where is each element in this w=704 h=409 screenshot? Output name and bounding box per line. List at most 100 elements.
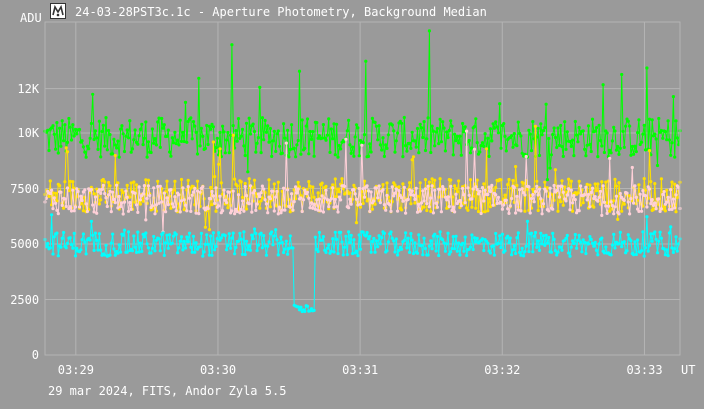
- telescope-app-icon[interactable]: [50, 3, 66, 19]
- data-point: [252, 129, 257, 134]
- data-point: [401, 182, 405, 186]
- data-point: [388, 199, 392, 203]
- data-point: [441, 120, 445, 124]
- data-point: [602, 251, 607, 255]
- data-point: [347, 118, 351, 122]
- data-point: [247, 116, 251, 120]
- data-point: [126, 136, 131, 140]
- data-point: [671, 197, 676, 201]
- data-point: [128, 200, 132, 205]
- data-point: [641, 230, 645, 234]
- data-point: [382, 154, 386, 158]
- data-point: [111, 152, 115, 156]
- data-point: [537, 248, 542, 252]
- data-point: [176, 251, 180, 255]
- data-point: [559, 200, 563, 204]
- data-point: [463, 201, 467, 205]
- data-point: [291, 246, 295, 250]
- data-point: [637, 209, 641, 213]
- data-point: [421, 253, 425, 257]
- data-point: [547, 235, 551, 240]
- y-tick-label: 0: [31, 348, 40, 362]
- data-point: [210, 189, 214, 194]
- data-point: [449, 250, 453, 254]
- data-point: [275, 132, 279, 136]
- data-point: [325, 133, 329, 137]
- data-point: [358, 205, 363, 209]
- data-point: [430, 247, 434, 251]
- data-point: [565, 233, 569, 238]
- data-point: [520, 187, 524, 191]
- data-point: [480, 237, 485, 241]
- data-point: [377, 234, 381, 238]
- data-point: [352, 154, 356, 158]
- data-point: [495, 125, 499, 129]
- data-point: [92, 210, 96, 214]
- data-point: [229, 246, 233, 250]
- data-point: [215, 237, 219, 241]
- data-point: [641, 132, 645, 136]
- data-point: [223, 151, 227, 155]
- data-point: [393, 150, 397, 154]
- data-point: [560, 184, 564, 188]
- data-point: [199, 231, 203, 235]
- data-point: [321, 210, 325, 214]
- data-point: [233, 177, 237, 181]
- data-point: [496, 241, 500, 246]
- data-point: [666, 195, 670, 199]
- data-point: [283, 247, 287, 251]
- data-point: [133, 245, 137, 249]
- data-point: [528, 211, 532, 215]
- data-point: [564, 236, 568, 240]
- data-point: [348, 191, 352, 195]
- data-point: [500, 232, 504, 236]
- data-point: [250, 233, 254, 237]
- data-point: [555, 253, 559, 257]
- data-point: [632, 152, 636, 156]
- data-point: [162, 123, 166, 127]
- data-point: [272, 234, 276, 238]
- data-point: [641, 189, 645, 193]
- data-point: [296, 187, 300, 191]
- data-point: [80, 198, 84, 203]
- data-point: [441, 185, 445, 189]
- data-point: [242, 230, 246, 234]
- data-point: [305, 304, 310, 308]
- data-point: [590, 241, 595, 245]
- data-point: [360, 143, 364, 147]
- data-point: [229, 133, 233, 137]
- data-point: [235, 209, 239, 214]
- data-point: [81, 145, 85, 149]
- data-point: [235, 139, 239, 143]
- data-point: [378, 143, 382, 147]
- data-point: [433, 232, 437, 236]
- data-point: [217, 162, 221, 166]
- data-point: [474, 206, 478, 210]
- data-point: [540, 133, 544, 137]
- data-point: [73, 254, 78, 258]
- data-point: [536, 208, 540, 213]
- data-point: [671, 250, 676, 254]
- data-point: [336, 210, 340, 214]
- data-point: [335, 122, 339, 126]
- data-point: [411, 193, 416, 197]
- data-point: [274, 195, 278, 199]
- data-point: [230, 209, 234, 213]
- data-point: [291, 208, 295, 212]
- data-point: [610, 203, 615, 208]
- data-point: [144, 231, 148, 235]
- data-point: [576, 140, 580, 144]
- y-tick-label: 7500: [10, 181, 40, 196]
- data-point: [343, 245, 347, 249]
- data-point: [510, 196, 514, 201]
- data-point: [130, 147, 135, 151]
- data-point: [551, 132, 555, 137]
- data-point: [600, 180, 604, 184]
- data-point: [495, 201, 499, 206]
- data-point: [442, 241, 446, 245]
- data-point: [157, 237, 161, 241]
- data-point: [382, 203, 386, 207]
- data-point: [418, 209, 422, 213]
- data-point: [99, 191, 103, 195]
